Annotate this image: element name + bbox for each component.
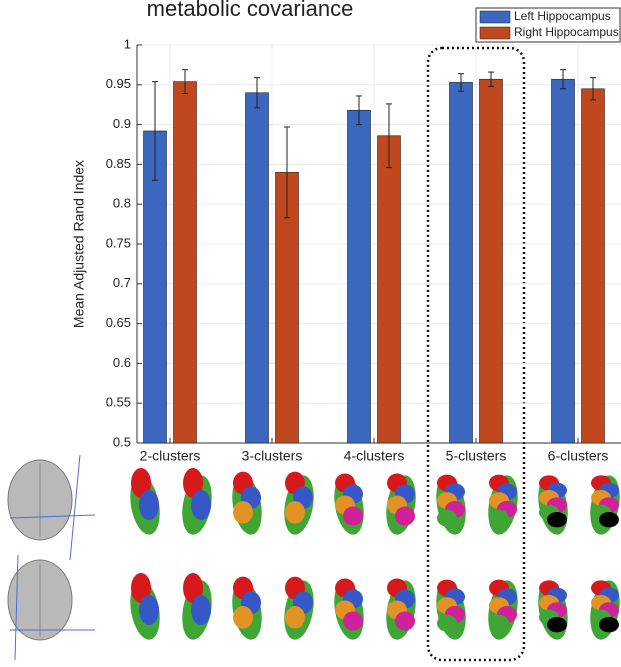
render-part <box>131 573 151 603</box>
legend-swatch <box>479 26 511 40</box>
hippocampus-render <box>334 473 364 535</box>
highlight-box <box>426 46 526 662</box>
bar <box>581 88 605 444</box>
render-part <box>139 490 159 520</box>
bar <box>449 82 473 444</box>
x-tick-label: 5-clusters <box>446 448 507 464</box>
render-part <box>183 573 203 603</box>
x-tick-label: 3-clusters <box>242 448 303 464</box>
render-part <box>489 614 509 632</box>
y-tick-label: 0.5 <box>113 434 131 449</box>
render-part <box>395 506 415 526</box>
hippocampus-render <box>590 580 620 640</box>
hippocampus-render <box>538 475 568 535</box>
hippocampus-render <box>130 573 160 640</box>
hippocampus-render <box>182 573 212 640</box>
hippocampus-render <box>334 578 364 640</box>
legend-label: Left Hippocampus <box>514 9 611 23</box>
render-part <box>343 611 363 631</box>
error-bar <box>152 81 158 181</box>
hippocampus-render <box>436 579 466 640</box>
render-part <box>191 595 211 625</box>
orientation-axis <box>14 554 19 661</box>
y-tick-label: 1 <box>124 36 131 51</box>
y-tick-label: 0.65 <box>106 315 131 330</box>
render-part <box>599 617 619 633</box>
x-tick-label: 6-clusters <box>548 448 609 464</box>
hippocampus-render <box>538 580 568 640</box>
render-part <box>285 501 305 524</box>
y-tick-label: 0.9 <box>113 116 131 131</box>
render-part <box>489 509 509 527</box>
hippocampus-render <box>386 578 416 640</box>
render-part <box>131 468 151 498</box>
error-bar <box>284 126 290 219</box>
bar <box>245 92 269 444</box>
orientation-axis <box>9 514 96 519</box>
orientation-axis <box>69 454 81 561</box>
render-part <box>233 606 253 629</box>
hippocampus-render <box>436 474 466 535</box>
y-tick-label: 0.8 <box>113 196 131 211</box>
y-tick-label: 0.55 <box>106 395 131 410</box>
error-bar <box>560 69 566 90</box>
error-bar <box>488 71 494 87</box>
render-part <box>233 501 253 524</box>
render-part <box>547 617 567 633</box>
y-tick-label: 0.75 <box>106 235 131 250</box>
render-part <box>191 490 211 520</box>
error-bar <box>356 95 362 126</box>
x-tick-label: 4-clusters <box>344 448 405 464</box>
bar <box>347 109 371 444</box>
y-tick-label: 0.7 <box>113 275 131 290</box>
hippocampus-render <box>232 576 262 640</box>
render-part <box>183 468 203 498</box>
render-part <box>139 595 159 625</box>
error-bar <box>458 73 464 92</box>
error-bar <box>254 77 260 109</box>
render-part <box>437 509 457 527</box>
hippocampus-render <box>386 473 416 535</box>
render-part <box>395 611 415 631</box>
hippocampus-render <box>590 475 620 535</box>
bar <box>377 135 401 444</box>
hippocampus-render <box>488 474 518 535</box>
render-part <box>599 512 619 528</box>
legend-swatch <box>479 10 511 24</box>
x-tick-label: 2-clusters <box>140 448 201 464</box>
error-bar <box>590 77 596 101</box>
hippocampus-render <box>232 471 262 535</box>
y-tick-label: 0.95 <box>106 76 131 91</box>
render-part <box>285 606 305 629</box>
hippocampus-render <box>182 468 212 535</box>
y-tick-label: 0.85 <box>106 156 131 171</box>
y-tick-label: 0.6 <box>113 355 131 370</box>
render-part <box>343 506 363 526</box>
bar <box>479 78 503 444</box>
hippocampus-render <box>488 579 518 640</box>
hippocampus-render <box>130 468 160 535</box>
render-part <box>437 614 457 632</box>
bar <box>173 81 197 444</box>
error-bar <box>386 103 392 169</box>
error-bar <box>182 69 188 95</box>
bar <box>551 78 575 444</box>
hippocampus-render <box>284 576 314 640</box>
legend-label: Right Hippocampus <box>514 25 619 39</box>
y-axis-label: Mean Adjusted Rand Index <box>71 160 87 328</box>
hippocampus-render <box>284 471 314 535</box>
chart-title: metabolic covariance <box>147 0 354 21</box>
render-part <box>547 512 567 528</box>
